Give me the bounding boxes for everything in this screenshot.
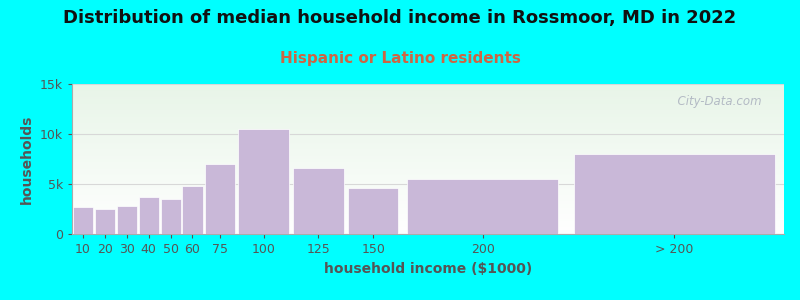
Bar	[574, 154, 775, 234]
Bar	[238, 129, 289, 234]
Y-axis label: households: households	[20, 114, 34, 204]
Bar	[348, 188, 398, 234]
Bar	[205, 164, 235, 234]
Text: Distribution of median household income in Rossmoor, MD in 2022: Distribution of median household income …	[63, 9, 737, 27]
Text: Hispanic or Latino residents: Hispanic or Latino residents	[279, 51, 521, 66]
Bar	[182, 186, 202, 234]
Bar	[407, 179, 558, 234]
X-axis label: household income ($1000): household income ($1000)	[324, 262, 532, 276]
Bar	[94, 209, 115, 234]
Bar	[117, 206, 137, 234]
Bar	[73, 207, 93, 234]
Bar	[138, 197, 158, 234]
Bar	[294, 168, 344, 234]
Bar	[161, 199, 181, 234]
Text: City-Data.com: City-Data.com	[670, 95, 762, 109]
